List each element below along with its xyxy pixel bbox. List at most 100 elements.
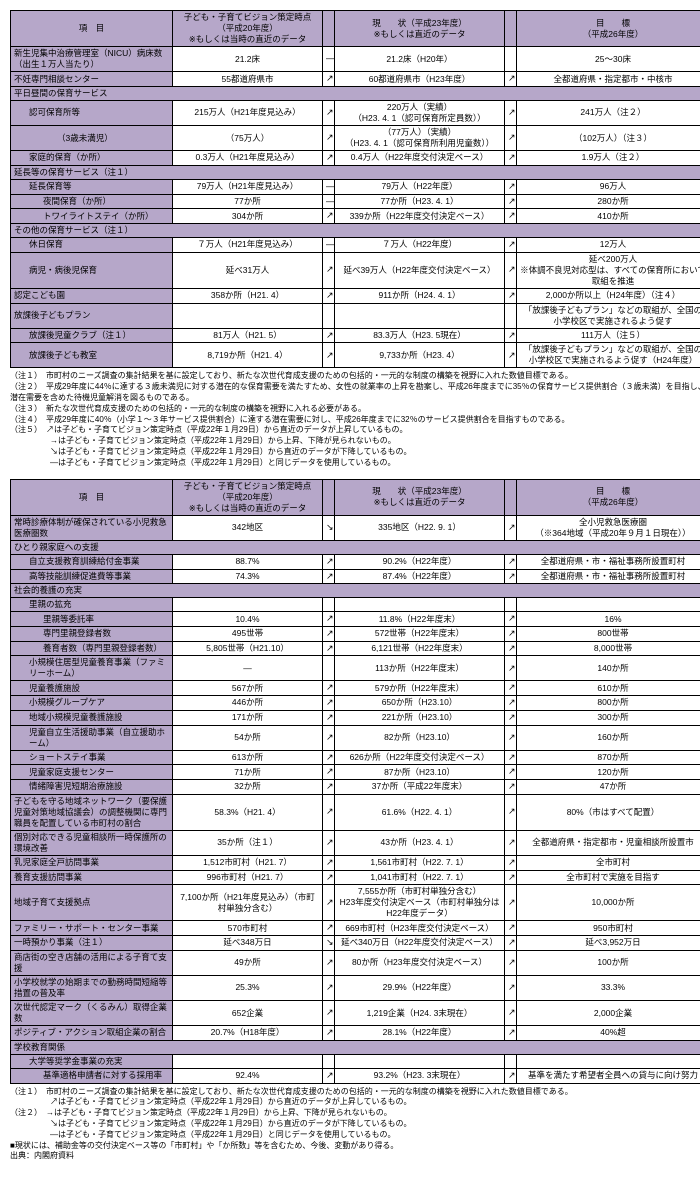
cell-vision: 21.2床 — [173, 47, 323, 72]
cell-current: 77か所（H23. 4. 1） — [335, 194, 505, 209]
cell-current: 87か所（H23.10） — [335, 765, 505, 780]
cell-current: 7,555か所（市町村単独分含む）H23年度交付決定ベース（市町村単独分はH22… — [335, 885, 505, 921]
arrow-1 — [323, 656, 335, 681]
arrow-2: ↗ — [505, 252, 517, 288]
note-line: ↗は子ども・子育てビジョン策定時点（平成22年１月29日）から直近のデータが上昇… — [10, 1097, 700, 1108]
h-item: 項 目 — [11, 479, 173, 515]
cell-current: 579か所（H22年度末） — [335, 681, 505, 696]
row-label: 基準適格申請者に対する採用率 — [11, 1068, 173, 1083]
row-label: 放課後子ども教室 — [11, 343, 173, 368]
cell-current: 21.2床（H20年） — [335, 47, 505, 72]
table-row: 専門里親登録者数495世帯↗572世帯（H22年度末）↗800世帯 — [11, 627, 700, 642]
h-current: 現 状（平成23年度）※もしくは直近のデータ — [335, 11, 505, 47]
arrow-1: ↗ — [323, 710, 335, 725]
cell-vision: 495世帯 — [173, 627, 323, 642]
arrow-2: ↗ — [505, 794, 517, 830]
cell-vision: 652企業 — [173, 1001, 323, 1026]
row-label: 乳児家庭全戸訪問事業 — [11, 855, 173, 870]
table-row: 子どもを守る地域ネットワーク（要保護児童対策地域協議会）の調整機関に専門職員を配… — [11, 794, 700, 830]
cell-vision: 8,719か所（H21. 4） — [173, 343, 323, 368]
cell-target: 100か所 — [517, 950, 700, 975]
note-line: （注２） 平成29年度に44％に達する３歳未満児に対する潜在的な保育需要を満たす… — [10, 382, 700, 404]
note-line: ↘は子ども・子育てビジョン策定時点（平成22年１月29日）から直近のデータが下降… — [10, 1119, 700, 1130]
table-row: 基準適格申請者に対する採用率92.4%↗93.2%（H23. 3末現在）↗基準を… — [11, 1068, 700, 1083]
table-row: 小学校就学の始期までの勤務時間短縮等措置の普及率25.3%↗29.9%（H22年… — [11, 975, 700, 1000]
arrow-1: ↗ — [323, 72, 335, 87]
arrow-1: — — [323, 238, 335, 253]
cell-vision: 304か所 — [173, 209, 323, 224]
cell-target: 全市町村で実施を目指す — [517, 870, 700, 885]
cell-vision: 54か所 — [173, 725, 323, 750]
table-row: 地域小規模児童養護施設171か所↗221か所（H23.10）↗300か所 — [11, 710, 700, 725]
cell-current: 1,219企業（H24. 3末現在） — [335, 1001, 505, 1026]
table-row: 常時診療体制が確保されている小児救急医療圏数342地区↘335地区（H22. 9… — [11, 515, 700, 540]
cell-vision: — — [173, 656, 323, 681]
cell-vision: 7,100か所（H21年度見込み）（市町村単独分含む） — [173, 885, 323, 921]
arrow-1: ↗ — [323, 885, 335, 921]
cell-target: 12万人 — [517, 238, 700, 253]
arrow-2: ↗ — [505, 328, 517, 343]
cell-target: 800世帯 — [517, 627, 700, 642]
table-row: 大学等奨学金事業の充実 — [11, 1054, 700, 1068]
cell-vision: 81万人（H21. 5） — [173, 328, 323, 343]
cell-vision: 延べ348万日 — [173, 936, 323, 951]
arrow-2: ↗ — [505, 612, 517, 627]
table-row: 延長保育等79万人（H21年度見込み）—79万人（H22年度）↗96万人 — [11, 179, 700, 194]
table-row: 児童養護施設567か所↗579か所（H22年度末）↗610か所 — [11, 681, 700, 696]
cell-target: 870か所 — [517, 750, 700, 765]
table-1: 項 目 子ども・子育てビジョン策定時点（平成20年度）※もしくは当時の直近のデー… — [10, 10, 700, 368]
cell-vision: 延べ31万人 — [173, 252, 323, 288]
row-label: 休日保育 — [11, 238, 173, 253]
sec-h: 延長等の保育サービス（注１） — [11, 165, 700, 179]
arrow-1: ↗ — [323, 794, 335, 830]
cell-current: 9,733か所（H23. 4） — [335, 343, 505, 368]
sec-h-row: 放課後子どもプラン「放課後子どもプラン」などの取組が、全国の小学校区で実施される… — [11, 303, 700, 328]
cell-vision: 570市町村 — [173, 921, 323, 936]
note-line: （注１） 市町村のニーズ調査の集計結果を基に設定しており、新たな次世代育成支援の… — [10, 1087, 700, 1098]
row-label: 情緒障害児短期治療施設 — [11, 780, 173, 795]
arrow-1: ↗ — [323, 681, 335, 696]
table-row: 高等技能訓練促進費等事業74.3%↗87.4%（H22年度）↗全都道府県・市・福… — [11, 569, 700, 584]
cell-vision: 358か所（H21. 4） — [173, 288, 323, 303]
cell-target: 280か所 — [517, 194, 700, 209]
arrow-1: — — [323, 179, 335, 194]
cell-vision: 79万人（H21年度見込み） — [173, 179, 323, 194]
row-label: 児童養護施設 — [11, 681, 173, 696]
table-row: 児童家庭支援センター71か所↗87か所（H23.10）↗120か所 — [11, 765, 700, 780]
row-label: 地域子育て支援拠点 — [11, 885, 173, 921]
row-label: 子どもを守る地域ネットワーク（要保護児童対策地域協議会）の調整機関に専門職員を配… — [11, 794, 173, 830]
arrow-1: ↗ — [323, 612, 335, 627]
cell-current: 6,121世帯（H22年度末） — [335, 641, 505, 656]
arrow-1: ↘ — [323, 936, 335, 951]
cell-target: 延べ200万人※体調不良児対応型は、すべての保育所において取組を推進 — [517, 252, 700, 288]
note-line: （注２） →は子ども・子育てビジョン策定時点（平成22年１月29日）から上昇、下… — [10, 1108, 700, 1119]
cell-current: 335地区（H22. 9. 1） — [335, 515, 505, 540]
arrow-2: ↗ — [505, 830, 517, 855]
cell-target: 610か所 — [517, 681, 700, 696]
table-row: 放課後児童クラブ（注１）81万人（H21. 5）↗83.3万人（H23. 5現在… — [11, 328, 700, 343]
row-label: 認可保育所等 — [11, 100, 173, 125]
table-row: ファミリー・サポート・センター事業570市町村↗669市町村（H23年度交付決定… — [11, 921, 700, 936]
table-row: 商店街の空き店舗の活用による子育て支援49か所↗80か所（H23年度交付決定ベー… — [11, 950, 700, 975]
row-label: 新生児集中治療管理室（NICU）病床数（出生１万人当たり） — [11, 47, 173, 72]
cell-target: 160か所 — [517, 725, 700, 750]
arrow-2: ↗ — [505, 627, 517, 642]
cell-target: 47か所 — [517, 780, 700, 795]
table-row: 新生児集中治療管理室（NICU）病床数（出生１万人当たり）21.2床—21.2床… — [11, 47, 700, 72]
cell-current: 43か所（H23. 4. 1） — [335, 830, 505, 855]
table-row: （3歳未満児）（75万人）↗（77万人）（実績）（H23. 4. 1（認可保育所… — [11, 126, 700, 151]
cell-target: 140か所 — [517, 656, 700, 681]
arrow-2: ↗ — [505, 870, 517, 885]
note-line: ■現状には、補助金等の交付決定ベース等の「市町村」や「か所数」等を含むため、今後… — [10, 1141, 700, 1152]
arrow-1: — — [323, 194, 335, 209]
arrow-1: ↗ — [323, 100, 335, 125]
table-row: 家庭的保育（か所）0.3万人（H21年度見込み）↗0.4万人（H22年度交付決定… — [11, 151, 700, 166]
arrow-2: ↗ — [505, 151, 517, 166]
arrow-1: ↗ — [323, 1001, 335, 1026]
row-label: ポジティブ・アクション取組企業の割合 — [11, 1026, 173, 1041]
cell-current: 1,041市町村（H22. 7. 1） — [335, 870, 505, 885]
arrow-1: ↗ — [323, 950, 335, 975]
h-current: 現 状（平成23年度）※もしくは直近のデータ — [335, 479, 505, 515]
row-label: 商店街の空き店舗の活用による子育て支援 — [11, 950, 173, 975]
note-line: —は子ども・子育てビジョン策定時点（平成22年１月29日）と同じデータを使用して… — [10, 1130, 700, 1141]
